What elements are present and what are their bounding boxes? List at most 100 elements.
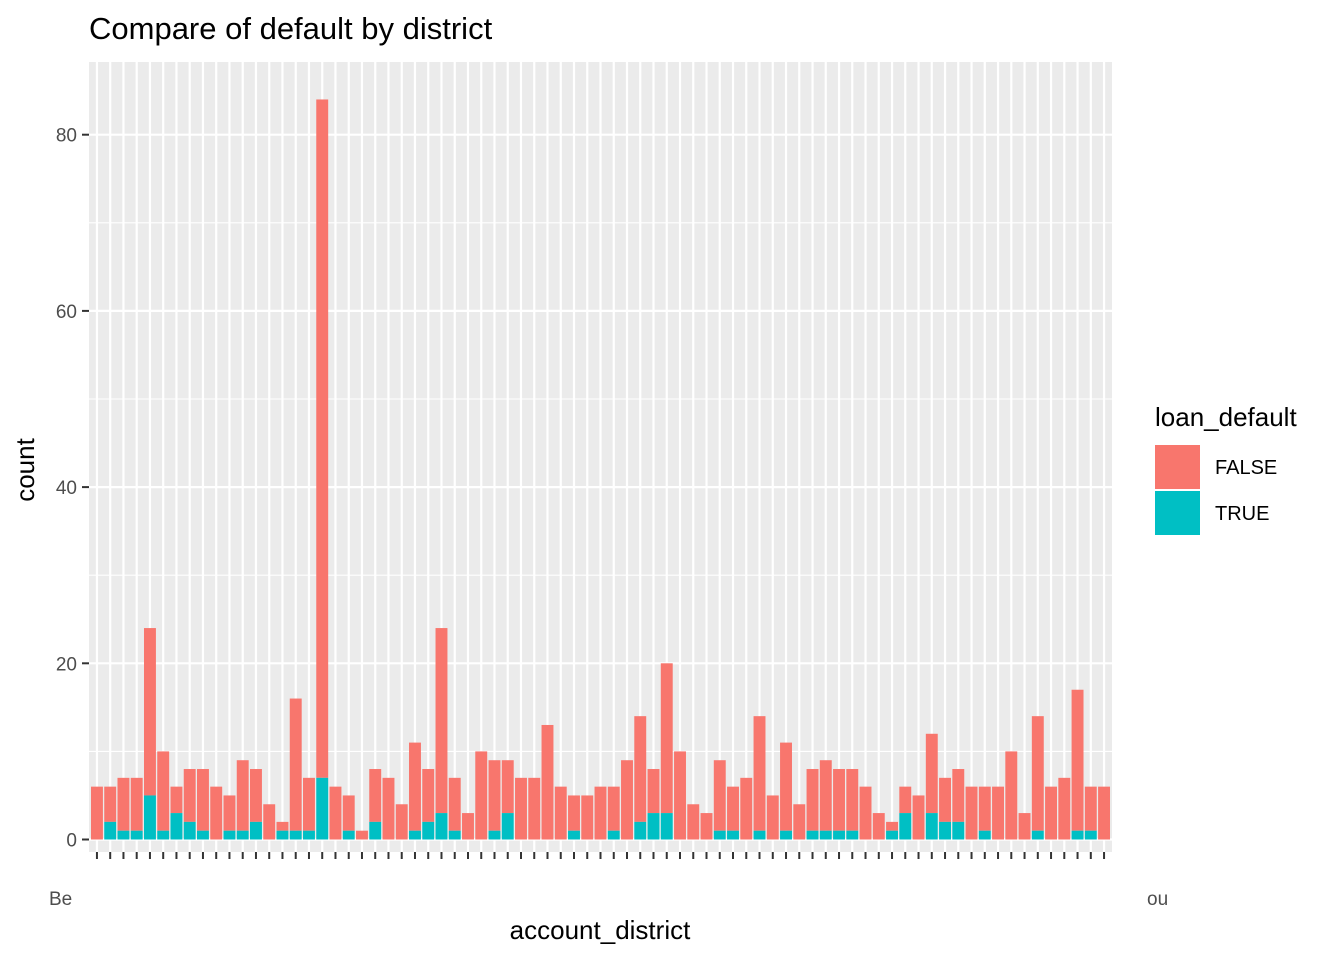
bar-false [1018, 813, 1031, 840]
bar-true [925, 813, 938, 840]
bar-true [886, 830, 898, 840]
bar-false [859, 786, 872, 840]
chart-title: Compare of default by district [89, 11, 493, 46]
bar-true [448, 830, 461, 840]
bar-true [939, 821, 951, 840]
bar-true [369, 821, 382, 840]
bar-false [276, 821, 289, 831]
bar-false [1045, 786, 1058, 840]
bar-false [316, 99, 329, 778]
bar-true [647, 813, 660, 840]
bar-true [143, 795, 156, 840]
bar-false [568, 795, 580, 831]
x-tick-label: Be [49, 889, 72, 910]
bar-true [223, 830, 236, 840]
bar-false [727, 786, 739, 831]
bar-true [157, 830, 170, 840]
bar-false [170, 786, 183, 814]
legend-label-true: TRUE [1215, 503, 1269, 525]
bar-false [462, 813, 474, 840]
bar-false [621, 760, 633, 840]
bar-false [753, 716, 766, 831]
bar-false [1005, 751, 1018, 840]
bar-true [422, 821, 435, 840]
bar-false [157, 751, 170, 831]
bar-true [183, 821, 196, 840]
bar-false [395, 804, 408, 840]
bar-true [170, 813, 183, 840]
bar-false [303, 777, 315, 831]
bar-false [501, 760, 514, 814]
bar-true [342, 830, 355, 840]
bar-true [501, 813, 514, 840]
bar-false [1071, 689, 1084, 831]
bar-true [819, 830, 832, 840]
y-axis-title: count [10, 437, 40, 501]
bar-false [422, 769, 435, 822]
bar-false [435, 628, 448, 814]
bar-false [700, 813, 713, 840]
bar-false [687, 804, 700, 840]
bar-true [753, 830, 766, 840]
bar-false [104, 786, 117, 822]
bar-true [1084, 830, 1097, 840]
bar-false [263, 804, 276, 840]
legend: loan_default FALSE TRUE [1155, 402, 1297, 535]
bar-false [143, 628, 156, 796]
bar-false [899, 786, 912, 814]
bar-true [196, 830, 209, 840]
bar-true [104, 821, 117, 840]
x-axis: Be ou [49, 852, 1168, 910]
bar-false [846, 769, 859, 831]
bar-false [819, 760, 832, 831]
bar-false [833, 769, 845, 831]
bar-false [475, 751, 488, 840]
bar-true [713, 830, 726, 840]
bar-false [223, 795, 236, 831]
bar-false [634, 716, 647, 822]
bar-true [130, 830, 143, 840]
bar-true [806, 830, 819, 840]
bar-false [541, 724, 554, 840]
bar-false [713, 760, 726, 831]
bars [90, 99, 1111, 840]
y-axis: 0 20 40 60 80 [56, 126, 89, 852]
bar-true [409, 830, 421, 840]
legend-key-true [1155, 491, 1200, 535]
bar-true [488, 830, 501, 840]
bar-false [912, 795, 925, 840]
bar-false [117, 777, 130, 831]
bar-true [780, 830, 792, 840]
bar-false [952, 769, 965, 822]
bar-true [899, 813, 912, 840]
bar-false [382, 777, 395, 840]
bar-false [90, 786, 103, 840]
y-tick-label: 80 [56, 126, 77, 147]
legend-title: loan_default [1155, 402, 1297, 432]
y-tick-label: 20 [56, 654, 77, 675]
grid-lines [89, 62, 1112, 852]
bar-true [727, 830, 739, 840]
bar-true [660, 813, 673, 840]
bar-false [886, 821, 898, 831]
bar-false [488, 760, 501, 831]
bar-false [1084, 786, 1097, 831]
legend-label-false: FALSE [1215, 457, 1277, 479]
bar-true [846, 830, 859, 840]
bar-true [276, 830, 289, 840]
bar-false [660, 663, 673, 814]
bar-true [607, 830, 620, 840]
bar-true [316, 777, 329, 840]
bar-false [925, 733, 938, 814]
bar-false [581, 795, 594, 840]
bar-false [647, 769, 660, 814]
bar-false [196, 769, 209, 831]
bar-false [515, 777, 527, 840]
bar-false [766, 795, 779, 840]
bar-true [634, 821, 647, 840]
y-tick-label: 40 [56, 478, 77, 499]
bar-false [409, 742, 421, 831]
x-tick-label: ou [1147, 889, 1168, 910]
bar-false [329, 786, 342, 840]
